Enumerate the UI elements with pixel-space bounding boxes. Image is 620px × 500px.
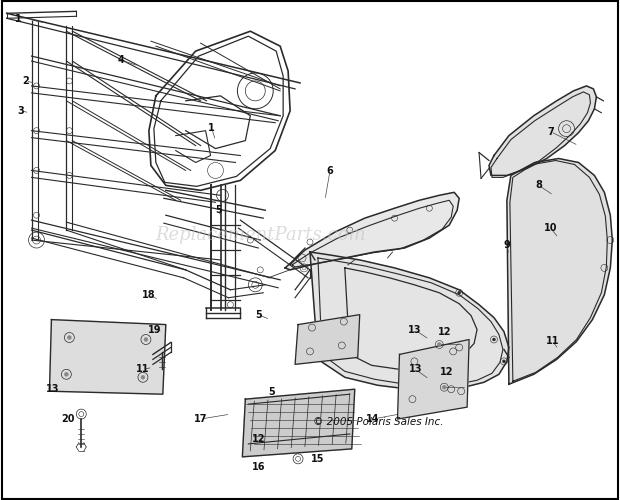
Circle shape bbox=[492, 338, 495, 341]
Polygon shape bbox=[50, 320, 166, 394]
Text: 11: 11 bbox=[136, 364, 149, 374]
Text: 8: 8 bbox=[535, 180, 542, 190]
Polygon shape bbox=[397, 340, 469, 419]
Text: 12: 12 bbox=[252, 434, 265, 444]
Text: 5: 5 bbox=[215, 205, 222, 215]
Circle shape bbox=[68, 336, 71, 340]
Polygon shape bbox=[310, 252, 509, 389]
Text: 15: 15 bbox=[311, 454, 325, 464]
Text: 13: 13 bbox=[409, 364, 422, 374]
Text: 12: 12 bbox=[440, 368, 453, 378]
Text: 16: 16 bbox=[252, 462, 265, 472]
Polygon shape bbox=[295, 314, 360, 364]
Text: 6: 6 bbox=[327, 166, 334, 176]
Circle shape bbox=[144, 338, 148, 342]
Text: 4: 4 bbox=[118, 55, 125, 65]
Text: 14: 14 bbox=[366, 414, 379, 424]
Text: 12: 12 bbox=[438, 326, 451, 336]
Text: 2: 2 bbox=[22, 76, 29, 86]
Text: ReplacementParts.com: ReplacementParts.com bbox=[156, 226, 366, 244]
Text: 19: 19 bbox=[148, 324, 162, 334]
Polygon shape bbox=[242, 389, 355, 457]
Circle shape bbox=[64, 372, 68, 376]
Text: 5: 5 bbox=[255, 310, 262, 320]
Circle shape bbox=[442, 385, 446, 389]
Text: 10: 10 bbox=[544, 223, 557, 233]
Circle shape bbox=[437, 342, 441, 346]
Circle shape bbox=[141, 376, 145, 380]
Text: 17: 17 bbox=[194, 414, 207, 424]
Text: © 2005 Polaris Sales Inc.: © 2005 Polaris Sales Inc. bbox=[313, 416, 443, 426]
Text: 5: 5 bbox=[268, 387, 275, 397]
Text: 13: 13 bbox=[408, 324, 421, 334]
Text: 13: 13 bbox=[46, 384, 59, 394]
Circle shape bbox=[458, 292, 461, 294]
Text: 9: 9 bbox=[503, 240, 510, 250]
Text: 3: 3 bbox=[17, 106, 24, 116]
Text: 1: 1 bbox=[208, 122, 215, 132]
Circle shape bbox=[502, 360, 505, 363]
Text: 11: 11 bbox=[546, 336, 559, 346]
Polygon shape bbox=[285, 192, 459, 270]
Polygon shape bbox=[507, 158, 613, 384]
Text: 20: 20 bbox=[61, 414, 75, 424]
Polygon shape bbox=[489, 86, 596, 176]
Text: 18: 18 bbox=[142, 290, 156, 300]
Text: 7: 7 bbox=[547, 126, 554, 136]
Text: 1: 1 bbox=[16, 14, 22, 24]
